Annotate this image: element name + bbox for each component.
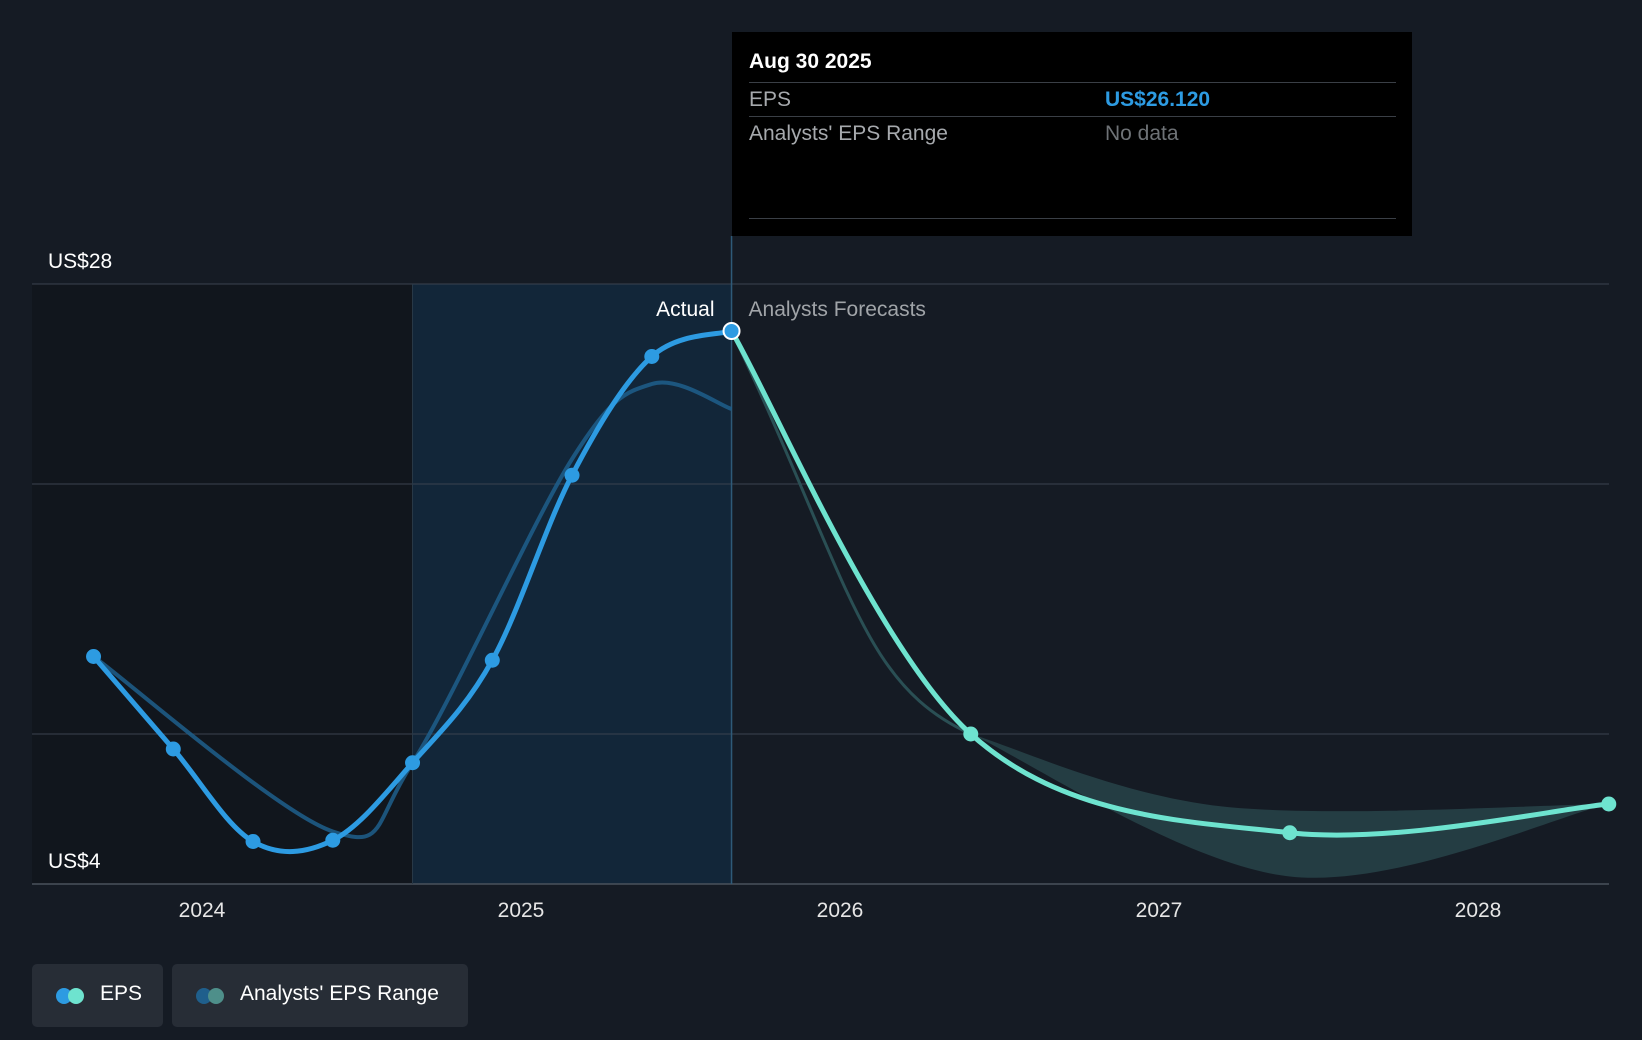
tooltip-divider: [749, 218, 1396, 219]
eps-actual-point[interactable]: [484, 652, 500, 668]
eps-forecast-point[interactable]: [1601, 796, 1617, 812]
eps-actual-point[interactable]: [564, 467, 580, 483]
analysts-eps-range-band: [970, 734, 1609, 878]
legend-label-analysts-range: Analysts' EPS Range: [240, 982, 439, 1005]
tooltip-eps-row: EPS US$26.120: [749, 82, 1396, 117]
eps-actual-line: [91, 328, 735, 854]
eps-actual-point[interactable]: [245, 834, 261, 849]
y-axis-label-top: US$28: [48, 250, 112, 273]
tooltip-range-value: No data: [1105, 122, 1179, 145]
eps-actual-point[interactable]: [165, 741, 181, 757]
range-legend-icon: [196, 988, 226, 1004]
forecast-section-label: Analysts Forecasts: [749, 298, 926, 321]
eps-forecast-point[interactable]: [1282, 825, 1298, 841]
legend-dot-forecast: [68, 988, 84, 1004]
x-tick-label: 2028: [1455, 899, 1502, 922]
legend-dot-range-forecast: [208, 988, 224, 1004]
x-tick-label: 2026: [817, 899, 864, 922]
forecast-range-connector: [730, 330, 972, 736]
x-tick-label: 2025: [498, 899, 545, 922]
actual-section-label: Actual: [656, 298, 714, 321]
legend-item-analysts-range[interactable]: Analysts' EPS Range: [172, 964, 468, 1027]
recent-actual-highlight: [412, 284, 732, 884]
tooltip-date: Aug 30 2025: [749, 50, 872, 73]
tooltip-eps-label: EPS: [749, 88, 792, 111]
tooltip-eps-value: US$26.120: [1105, 88, 1211, 111]
eps-forecast-point[interactable]: [963, 726, 979, 742]
x-tick-label: 2027: [1136, 899, 1183, 922]
y-axis-label-bottom: US$4: [48, 850, 101, 873]
legend-item-eps[interactable]: EPS: [32, 964, 163, 1027]
past-region-background: [32, 284, 413, 884]
eps-actual-point[interactable]: [405, 755, 421, 771]
eps-legend-icon: [56, 988, 86, 1004]
eps-actual-point[interactable]: [86, 649, 102, 664]
eps-actual-point[interactable]: [644, 349, 660, 364]
legend-label-eps: EPS: [100, 982, 143, 1005]
tooltip-range-label: Analysts' EPS Range: [749, 122, 948, 145]
eps-current-point[interactable]: [722, 322, 741, 340]
tooltip-range-row: Analysts' EPS Range No data: [749, 116, 1396, 151]
eps-forecast-line: [729, 328, 1612, 838]
x-tick-label: 2024: [179, 899, 226, 922]
previous-estimate-line: [92, 380, 733, 840]
eps-actual-point[interactable]: [325, 832, 341, 848]
hover-tooltip: Aug 30 2025 EPS US$26.120 Analysts' EPS …: [732, 32, 1412, 236]
